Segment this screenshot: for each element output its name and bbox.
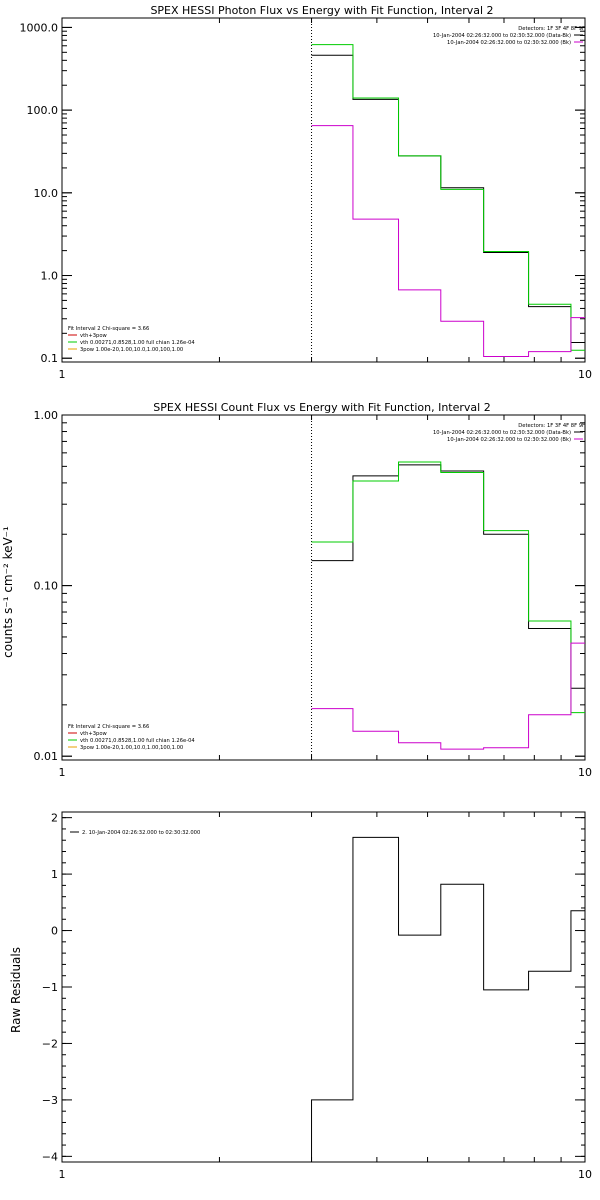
count-plot-frame bbox=[61, 414, 586, 761]
photon-flux-panel: SPEX HESSI Photon Flux vs Energy with Fi… bbox=[20, 4, 593, 381]
count-y-axis-label: counts s⁻¹ cm⁻² keV⁻¹ bbox=[1, 526, 15, 658]
resid-series-black-line bbox=[311, 836, 585, 1162]
photon-y-tick-label: 10.0 bbox=[34, 187, 59, 200]
photon-chart-title: SPEX HESSI Photon Flux vs Energy with Fi… bbox=[150, 4, 493, 17]
photon-y-tick-label: 0.1 bbox=[41, 352, 59, 365]
count-legend-bottom-left-entry: 3pow 1.00e-20,1.00,10.0,1.00,100,1.00 bbox=[80, 745, 183, 751]
resid-y-tick-label: −1 bbox=[42, 981, 58, 994]
count-y-tick-label: 0.10 bbox=[34, 580, 59, 593]
count-legend-top-right-header: Detectors: 1F 3F 4F 8F 9F bbox=[518, 423, 585, 429]
count-legend-top-right-entry: 10-Jan-2004 02:26:32.000 to 02:30:32.000… bbox=[447, 437, 571, 443]
count-x-tick-label: 1 bbox=[59, 766, 66, 779]
photon-series-green-line bbox=[311, 44, 585, 351]
photon-y-tick-label: 1.0 bbox=[41, 270, 59, 283]
count-legend-bottom-left-entry: vth+3pow bbox=[80, 731, 108, 737]
resid-y-tick-label: −4 bbox=[42, 1150, 58, 1163]
photon-legend-bottom-left-header: Fit Interval 2 Chi-square = 3.66 bbox=[68, 326, 149, 332]
photon-series-black-line bbox=[311, 54, 585, 343]
photon-series-magenta-line bbox=[311, 125, 585, 357]
photon-y-tick-label: 100.0 bbox=[27, 104, 59, 117]
resid-legend-top-left-entry: 2. 10-Jan-2004 02:26:32.000 to 02:30:32.… bbox=[82, 830, 200, 836]
residuals-panel: Raw Residuals 1 10 −4 −3 −2 −1 0 1 2 2. 10-Jan-20… bbox=[9, 811, 592, 1181]
photon-legend-top-right-entry: 10-Jan-2004 02:26:32.000 to 02:30:32.000… bbox=[447, 40, 571, 46]
count-y-tick-label: 1.00 bbox=[34, 409, 59, 422]
photon-legend-top-right-entry: 10-Jan-2004 02:26:32.000 to 02:30:32.000… bbox=[433, 33, 571, 39]
count-y-tick-label: 0.01 bbox=[34, 750, 59, 763]
count-series-black-line bbox=[311, 464, 585, 689]
resid-x-tick-label: 1 bbox=[59, 1168, 66, 1181]
residuals-y-axis-label: Raw Residuals bbox=[9, 947, 23, 1033]
photon-x-tick-label: 1 bbox=[59, 368, 66, 381]
photon-legend-top-right-header: Detectors: 1F 3F 4F 8F 9F bbox=[518, 26, 585, 32]
resid-y-tick-label: −3 bbox=[42, 1094, 58, 1107]
count-legend-bottom-left-header: Fit Interval 2 Chi-square = 3.66 bbox=[68, 724, 149, 730]
photon-legend-bottom-left-entry: vth+3pow bbox=[80, 333, 108, 339]
count-legend-bottom-left-entry: vth 0.00271,0.8528,1.00 full chian 1.26e… bbox=[80, 738, 195, 744]
count-flux-panel: SPEX HESSI Count Flux vs Energy with Fit… bbox=[1, 401, 592, 779]
resid-plot-frame bbox=[61, 811, 586, 1163]
resid-x-tick-label: 10 bbox=[578, 1168, 592, 1181]
photon-legend-bottom-left-entry: 3pow 1.00e-20,1.00,10.0,1.00,100,1.00 bbox=[80, 347, 183, 353]
photon-y-tick-label: 1000.0 bbox=[20, 21, 59, 34]
resid-y-tick-label: 1 bbox=[51, 868, 58, 881]
photon-plot-frame bbox=[61, 17, 586, 363]
photon-x-tick-label: 10 bbox=[578, 368, 592, 381]
count-series-green-line bbox=[311, 461, 585, 714]
resid-y-tick-label: −2 bbox=[42, 1037, 58, 1050]
count-series-magenta-line bbox=[311, 642, 585, 750]
resid-y-tick-label: 0 bbox=[51, 925, 58, 938]
count-chart-title: SPEX HESSI Count Flux vs Energy with Fit… bbox=[153, 401, 490, 414]
photon-legend-bottom-left-entry: vth 0.00271,0.8528,1.00 full chian 1.26e… bbox=[80, 340, 195, 346]
count-legend-top-right-entry: 10-Jan-2004 02:26:32.000 to 02:30:32.000… bbox=[433, 430, 571, 436]
resid-y-tick-label: 2 bbox=[51, 812, 58, 825]
count-x-tick-label: 10 bbox=[578, 766, 592, 779]
